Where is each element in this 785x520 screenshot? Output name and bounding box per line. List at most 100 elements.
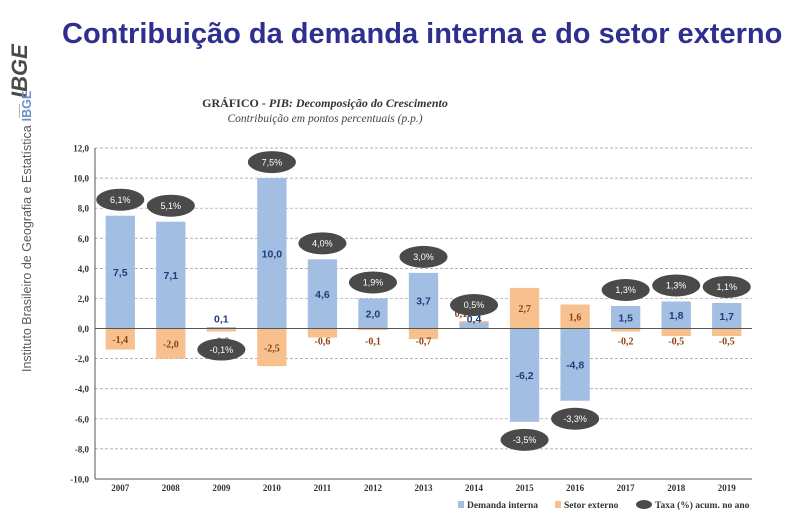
setor-bar bbox=[712, 328, 742, 337]
demanda-bar bbox=[257, 178, 287, 329]
setor-bar bbox=[358, 328, 388, 331]
demanda-bar bbox=[610, 305, 641, 329]
taxa-label: 1,1% bbox=[716, 282, 737, 292]
y-tick-label: -4,0 bbox=[75, 384, 90, 394]
taxa-label: -0,1% bbox=[210, 345, 234, 355]
demanda-label: 7,1 bbox=[164, 270, 179, 282]
taxa-marker bbox=[702, 275, 751, 298]
x-tick-label: 2018 bbox=[667, 483, 686, 493]
y-tick-label: -2,0 bbox=[75, 354, 90, 364]
y-tick-label: -8,0 bbox=[75, 444, 90, 454]
setor-bar bbox=[509, 287, 540, 329]
demanda-bar bbox=[358, 298, 388, 329]
taxa-label: 1,9% bbox=[363, 278, 384, 288]
setor-label: -0,5 bbox=[668, 337, 684, 348]
sidebar-separator bbox=[19, 104, 20, 118]
setor-label: -0,2 bbox=[618, 337, 634, 348]
taxa-label: 0,5% bbox=[464, 300, 485, 310]
x-axis: 2007 2008 2009 2010 2011 2012 2013 2014 2015 2016… bbox=[95, 328, 752, 493]
demanda-label: 10,0 bbox=[262, 248, 283, 260]
demanda-label: 1,5 bbox=[618, 312, 633, 324]
legend-swatch bbox=[458, 501, 464, 508]
demanda-bar bbox=[408, 272, 439, 329]
legend-label: Demanda interna bbox=[467, 501, 538, 511]
x-tick-label: 2014 bbox=[465, 483, 484, 493]
setor-bar bbox=[408, 328, 439, 340]
setor-bar bbox=[307, 328, 338, 338]
demanda-label: 0,4 bbox=[467, 314, 482, 326]
y-tick-label: -6,0 bbox=[75, 414, 90, 424]
demanda-label: 4,6 bbox=[315, 289, 330, 301]
taxa-marker bbox=[500, 428, 549, 451]
x-tick-label: 2011 bbox=[314, 483, 332, 493]
demanda-label: -4,8 bbox=[566, 360, 584, 372]
setor-bar bbox=[560, 304, 590, 329]
page-title: Contribuição da demanda interna e do set… bbox=[62, 18, 783, 50]
x-tick-label: 2019 bbox=[718, 483, 737, 493]
taxa-label: 7,5% bbox=[262, 157, 283, 167]
x-tick-label: 2012 bbox=[364, 483, 383, 493]
y-tick-label: 12,0 bbox=[73, 144, 89, 154]
taxa-marker bbox=[298, 232, 347, 255]
legend: Demanda interna Setor externo Taxa (%) acu… bbox=[458, 500, 750, 511]
setor-label: -1,4 bbox=[112, 335, 128, 346]
y-tick-label: 6,0 bbox=[78, 234, 90, 244]
setor-label: -0,1 bbox=[365, 337, 381, 348]
institute-full-name: Instituto Brasileiro de Geografia e Esta… bbox=[20, 125, 34, 372]
setor-label: 0,1 bbox=[455, 309, 468, 320]
setor-bar bbox=[661, 328, 691, 337]
y-tick-label: 10,0 bbox=[73, 174, 89, 184]
setor-bar bbox=[610, 328, 641, 332]
taxa-label: 4,0% bbox=[312, 239, 333, 249]
demanda-bar bbox=[206, 327, 237, 329]
y-tick-label: 0,0 bbox=[78, 324, 90, 334]
institute-name: Instituto Brasileiro de Geografia e Esta… bbox=[20, 91, 34, 372]
demanda-label: 2,0 bbox=[366, 309, 381, 321]
taxa-marker bbox=[450, 294, 499, 317]
setor-label: -2,0 bbox=[163, 340, 179, 351]
setor-label: -2,5 bbox=[264, 343, 280, 354]
taxa-marker bbox=[146, 194, 195, 217]
chart-title-prefix: GRÁFICO bbox=[202, 96, 259, 110]
taxa-label: 3,0% bbox=[413, 252, 434, 262]
institute-abbrev: IBGE bbox=[20, 90, 34, 122]
x-tick-label: 2016 bbox=[566, 483, 585, 493]
bars bbox=[105, 178, 742, 422]
taxa-marker bbox=[551, 407, 600, 430]
chart-title-sep: - bbox=[259, 96, 269, 110]
taxa-label: 1,3% bbox=[666, 281, 687, 291]
setor-label: -0,7 bbox=[416, 337, 432, 348]
x-tick-label: 2013 bbox=[415, 483, 434, 493]
y-tick-label: 4,0 bbox=[78, 264, 90, 274]
taxa-marker bbox=[601, 278, 650, 301]
taxa-marker bbox=[197, 338, 246, 361]
legend-swatch bbox=[555, 501, 561, 508]
taxa-label: -3,5% bbox=[513, 435, 537, 445]
demanda-label: -6,2 bbox=[516, 370, 534, 382]
demanda-label: 7,5 bbox=[113, 267, 128, 279]
taxa-marker bbox=[348, 271, 397, 294]
ibge-logo: IBGE bbox=[6, 18, 34, 100]
demanda-bar bbox=[712, 302, 742, 329]
x-tick-label: 2008 bbox=[162, 483, 181, 493]
demanda-label: 1,7 bbox=[719, 311, 734, 323]
taxa-label: -3,3% bbox=[563, 414, 587, 424]
taxa-marker bbox=[652, 274, 701, 297]
ibge-logo-text: IBGE bbox=[7, 43, 32, 98]
demanda-bar bbox=[459, 322, 489, 329]
demanda-bar bbox=[661, 301, 691, 329]
legend-swatch bbox=[636, 500, 652, 509]
x-tick-label: 2007 bbox=[111, 483, 129, 493]
sidebar: IBGE Instituto Brasileiro de Geografia e… bbox=[0, 0, 40, 520]
setor-label: 2,7 bbox=[518, 304, 531, 315]
demanda-label: 1,8 bbox=[669, 310, 684, 322]
taxa-label: 6,1% bbox=[110, 195, 131, 205]
y-tick-label: 2,0 bbox=[78, 294, 90, 304]
x-tick-label: 2017 bbox=[617, 483, 636, 493]
x-tick-label: 2010 bbox=[263, 483, 282, 493]
setor-bar bbox=[156, 328, 186, 359]
setor-bar bbox=[257, 328, 287, 367]
setor-label: -0,6 bbox=[315, 337, 331, 348]
x-tick-label: 2009 bbox=[212, 483, 231, 493]
y-tick-label: -10,0 bbox=[70, 475, 89, 485]
